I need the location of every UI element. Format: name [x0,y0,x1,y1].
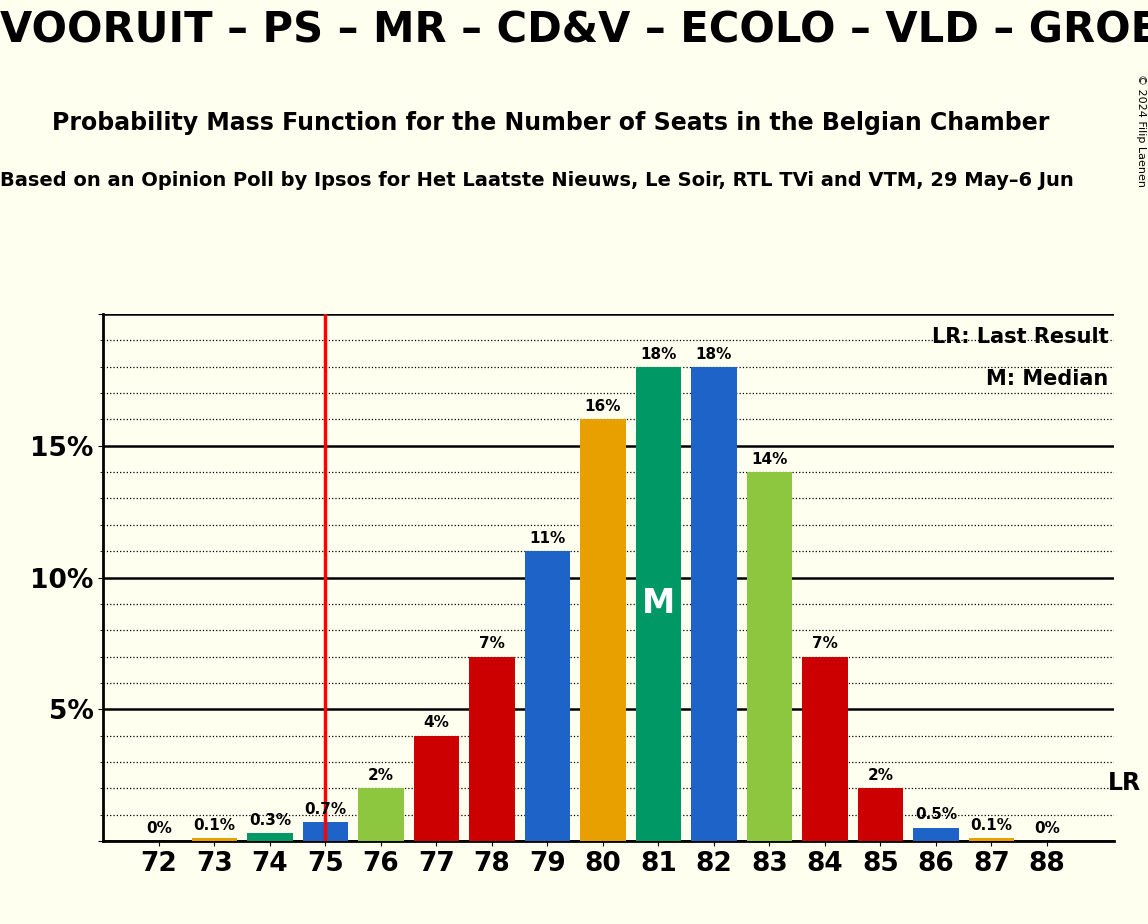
Bar [303,822,348,841]
Text: 0.1%: 0.1% [193,818,235,833]
Text: LR: Last Result: LR: Last Result [932,327,1109,347]
Bar [858,788,903,841]
Text: 0%: 0% [146,821,172,835]
Bar [470,656,514,841]
Text: 7%: 7% [479,637,505,651]
Text: 4%: 4% [424,715,449,730]
Text: M: Median: M: Median [986,370,1109,389]
Text: 16%: 16% [584,399,621,414]
Bar [413,736,459,841]
Bar [525,551,571,841]
Bar [636,367,681,841]
Text: VOORUIT – PS – MR – CD&V – ECOLO – VLD – GROEN: VOORUIT – PS – MR – CD&V – ECOLO – VLD –… [0,9,1148,51]
Bar [802,656,847,841]
Bar [691,367,737,841]
Bar [580,419,626,841]
Text: © 2024 Filip Laenen: © 2024 Filip Laenen [1135,74,1146,187]
Text: Based on an Opinion Poll by Ipsos for Het Laatste Nieuws, Le Soir, RTL TVi and V: Based on an Opinion Poll by Ipsos for He… [0,171,1073,190]
Text: Probability Mass Function for the Number of Seats in the Belgian Chamber: Probability Mass Function for the Number… [53,111,1049,135]
Text: M: M [642,588,675,620]
Text: 0.5%: 0.5% [915,808,957,822]
Text: 18%: 18% [696,346,732,361]
Text: 14%: 14% [751,452,788,467]
Bar [969,838,1014,841]
Text: LR: LR [1108,771,1141,795]
Text: 18%: 18% [641,346,676,361]
Text: 2%: 2% [367,768,394,783]
Text: 7%: 7% [812,637,838,651]
Bar [247,833,293,841]
Bar [913,828,959,841]
Text: 0.7%: 0.7% [304,802,347,817]
Bar [746,472,792,841]
Text: 0.3%: 0.3% [249,813,290,828]
Bar [358,788,404,841]
Bar [192,838,238,841]
Text: 0.1%: 0.1% [970,818,1013,833]
Text: 0%: 0% [1034,821,1060,835]
Text: 11%: 11% [529,531,566,546]
Text: 2%: 2% [868,768,893,783]
